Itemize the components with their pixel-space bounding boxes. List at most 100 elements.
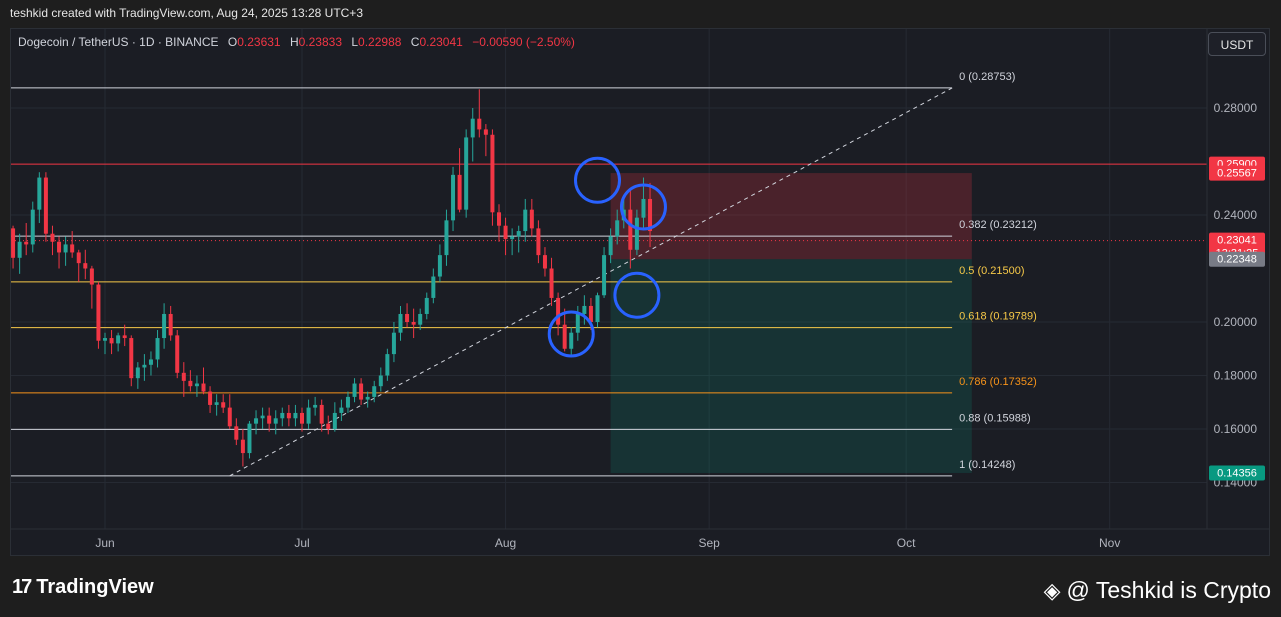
time-tick-label: Jun: [95, 536, 114, 550]
candle-body: [109, 338, 114, 344]
candle-body: [457, 174, 462, 210]
candle-body: [267, 415, 272, 424]
candle-body: [129, 338, 134, 379]
price-chart[interactable]: 0 (0.28753) 0.382 (0.23212) 0.5 (0.21500) 0…: [11, 29, 1269, 555]
candle-body: [313, 404, 318, 408]
currency-button[interactable]: USDT: [1208, 32, 1266, 56]
candle-body: [608, 236, 613, 256]
candle-body: [437, 255, 442, 277]
annotation-circle: [547, 310, 595, 358]
candle-body: [602, 255, 607, 296]
candle-body: [135, 367, 140, 379]
candle-body: [142, 364, 147, 368]
candle-body: [418, 313, 423, 325]
candle-body: [43, 177, 48, 234]
candle-body: [17, 241, 22, 258]
candle-body: [148, 359, 153, 365]
candle-body: [385, 354, 390, 376]
fib-level-label: 0 (0.28753): [959, 71, 1015, 83]
candle-body: [516, 231, 521, 237]
candle-body: [247, 423, 252, 454]
candle-body: [575, 313, 580, 333]
candle-body: [523, 209, 528, 232]
candle-body: [490, 134, 495, 213]
candle-body: [510, 236, 515, 240]
candle-body: [208, 391, 213, 405]
candle-body: [319, 404, 324, 424]
candle-body: [155, 338, 160, 360]
candle-body: [352, 383, 357, 397]
chart-panel[interactable]: 0 (0.28753) 0.382 (0.23212) 0.5 (0.21500) 0…: [10, 28, 1270, 556]
candle-body: [595, 295, 600, 322]
candle-body: [470, 118, 475, 138]
candle-body: [162, 313, 167, 339]
author-watermark-text: @ Teshkid is Crypto: [1066, 577, 1271, 603]
price-label-badge: [1209, 465, 1265, 481]
candle-body: [477, 118, 482, 130]
annotation-circle: [613, 271, 661, 319]
time-tick-label: Sep: [698, 536, 720, 550]
candle-body: [30, 209, 35, 245]
fib-level-label: 0.382 (0.23212): [959, 219, 1037, 231]
candle-body: [359, 383, 364, 400]
fib-level-label: 0.88 (0.15988): [959, 412, 1031, 424]
high-value: 0.23833: [298, 35, 343, 49]
candle-body: [227, 407, 232, 427]
symbol-name[interactable]: Dogecoin / TetherUS · 1D · BINANCE: [18, 35, 219, 49]
candle-body: [628, 209, 633, 250]
candle-body: [588, 305, 593, 322]
tradingview-logo[interactable]: 17 TradingView: [12, 576, 154, 599]
candle-body: [221, 402, 226, 408]
candle-body: [168, 313, 173, 336]
candle-body: [300, 412, 304, 424]
ascending-trendline: [229, 87, 953, 477]
fib-level-label: 1 (0.14248): [959, 459, 1015, 471]
candle-body: [503, 225, 508, 240]
candle-body: [556, 297, 561, 325]
candle-body: [483, 129, 488, 135]
binance-icon: ◈: [1043, 577, 1061, 603]
candle-body: [562, 324, 567, 349]
candle-body: [70, 244, 75, 253]
candle-body: [582, 305, 587, 314]
candle-body: [529, 209, 534, 229]
candle-body: [372, 386, 377, 397]
symbol-legend: Dogecoin / TetherUS · 1D · BINANCE O 0.23…: [18, 35, 575, 49]
candle-body: [286, 412, 291, 419]
candle-body: [63, 244, 68, 253]
price-tick-label: 0.24000: [1214, 208, 1258, 222]
price-label-text: 0.25567: [1217, 168, 1257, 180]
candle-body: [549, 268, 554, 298]
candle-body: [378, 375, 383, 387]
time-tick-label: Oct: [897, 536, 916, 550]
candle-body: [293, 412, 298, 419]
candle-body: [345, 396, 350, 408]
candle-body: [405, 313, 410, 322]
high-key: H: [289, 35, 299, 49]
candle-body: [641, 198, 646, 218]
candle-body: [214, 402, 219, 405]
candle-body: [542, 255, 547, 269]
take-profit-zone: [610, 259, 972, 473]
price-label-text: 0.14356: [1217, 467, 1257, 479]
candle-body: [57, 241, 62, 253]
time-tick-label: Jul: [294, 536, 309, 550]
price-tick-label: 0.16000: [1214, 422, 1258, 436]
candle-body: [339, 407, 344, 413]
price-tick-label: 0.28000: [1214, 101, 1258, 115]
candle-body: [240, 439, 245, 454]
candle-body: [648, 198, 653, 232]
open-key: O: [227, 35, 238, 49]
candle-body: [37, 177, 42, 210]
candle-body: [188, 380, 193, 387]
tradingview-brand: TradingView: [36, 576, 154, 598]
fib-level-label: 0.5 (0.21500): [959, 265, 1024, 277]
candle-body: [444, 220, 449, 256]
time-tick-label: Aug: [495, 536, 516, 550]
change-value: −0.00590 (−2.50%): [472, 35, 575, 49]
low-key: L: [351, 35, 359, 49]
candle-body: [273, 418, 278, 424]
candle-body: [234, 426, 239, 440]
candle-body: [181, 372, 186, 381]
price-tick-label: 0.20000: [1214, 315, 1258, 329]
